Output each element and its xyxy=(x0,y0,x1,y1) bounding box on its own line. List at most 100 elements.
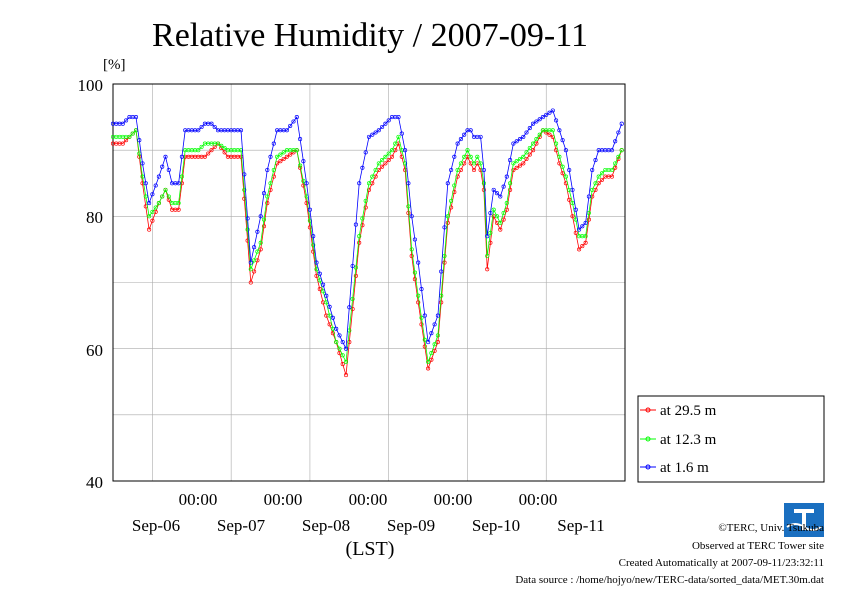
data-point-at-1-6-m xyxy=(517,137,523,142)
data-point-at-12-3-m xyxy=(508,181,513,186)
data-point-at-1-6-m xyxy=(613,139,618,144)
data-point-at-29-5-m xyxy=(435,340,440,345)
data-point-at-1-6-m xyxy=(583,220,588,225)
data-point-at-1-6-m xyxy=(412,237,417,242)
data-point-at-12-3-m xyxy=(396,134,401,139)
data-point-at-29-5-m xyxy=(416,300,421,305)
data-point-at-29-5-m xyxy=(248,280,253,285)
data-point-at-1-6-m xyxy=(524,130,529,135)
data-point-at-1-6-m xyxy=(245,216,250,221)
x-date-tick-labels: Sep-06 Sep-07 Sep-08 Sep-09 Sep-10 Sep-1… xyxy=(132,516,605,535)
data-point-at-1-6-m xyxy=(212,124,217,130)
data-point-at-12-3-m xyxy=(334,340,339,345)
data-point-at-1-6-m xyxy=(501,184,506,189)
series-line-at-29-5-m xyxy=(113,129,623,376)
data-point-at-1-6-m xyxy=(238,128,244,133)
data-point-at-12-3-m xyxy=(590,187,595,192)
data-point-at-1-6-m xyxy=(399,131,404,136)
logo-wave-shape xyxy=(786,523,822,531)
x-time-tick-1: 00:00 xyxy=(264,490,303,509)
data-point-at-29-5-m xyxy=(222,150,227,155)
data-point-at-12-3-m xyxy=(504,201,509,206)
data-point-at-12-3-m xyxy=(435,333,440,338)
data-point-at-29-5-m xyxy=(284,154,289,159)
data-point-at-12-3-m xyxy=(613,161,618,166)
data-point-at-1-6-m xyxy=(586,194,591,199)
data-point-at-12-3-m xyxy=(409,247,414,252)
data-point-at-29-5-m xyxy=(357,240,362,245)
data-point-at-29-5-m xyxy=(508,187,513,192)
data-point-at-1-6-m xyxy=(435,313,440,318)
data-point-at-29-5-m xyxy=(521,161,526,166)
data-point-at-1-6-m xyxy=(307,207,312,212)
data-point-at-29-5-m xyxy=(409,253,414,259)
data-point-at-1-6-m xyxy=(143,181,148,186)
data-point-at-1-6-m xyxy=(196,128,201,133)
data-point-at-1-6-m xyxy=(560,138,565,143)
data-point-at-1-6-m xyxy=(334,326,339,331)
x-time-tick-4: 00:00 xyxy=(519,490,558,509)
data-point-at-1-6-m xyxy=(563,148,568,153)
data-point-at-12-3-m xyxy=(248,267,253,272)
data-point-at-29-5-m xyxy=(504,207,509,212)
data-point-at-1-6-m xyxy=(150,192,155,197)
data-point-at-12-3-m xyxy=(281,150,286,155)
data-point-at-1-6-m xyxy=(547,110,552,115)
data-point-at-29-5-m xyxy=(360,223,365,228)
x-time-tick-0: 00:00 xyxy=(179,490,218,509)
data-point-at-1-6-m xyxy=(311,234,316,239)
data-point-at-29-5-m xyxy=(471,167,477,173)
data-point-at-29-5-m xyxy=(445,220,450,225)
data-point-at-1-6-m xyxy=(140,161,145,166)
data-point-at-1-6-m xyxy=(550,108,555,113)
data-point-at-12-3-m xyxy=(294,148,299,153)
data-point-at-29-5-m xyxy=(386,158,391,163)
data-point-at-29-5-m xyxy=(531,148,536,153)
data-point-at-12-3-m xyxy=(363,198,368,203)
data-point-at-1-6-m xyxy=(567,167,572,173)
data-point-at-1-6-m xyxy=(340,340,345,345)
data-point-at-12-3-m xyxy=(550,128,555,133)
data-point-at-12-3-m xyxy=(563,174,568,179)
data-point-at-12-3-m xyxy=(524,150,529,155)
y-tick-40: 40 xyxy=(86,473,103,492)
data-point-at-29-5-m xyxy=(524,156,529,162)
credit-observed: Observed at TERC Tower site xyxy=(692,540,824,552)
data-point-at-1-6-m xyxy=(360,165,365,170)
data-point-at-29-5-m xyxy=(511,167,516,173)
data-point-at-1-6-m xyxy=(540,115,545,120)
data-point-at-29-5-m xyxy=(206,151,211,156)
data-point-at-12-3-m xyxy=(511,161,516,166)
data-point-at-12-3-m xyxy=(383,154,388,159)
data-point-at-29-5-m xyxy=(432,348,437,353)
data-point-at-12-3-m xyxy=(465,148,470,153)
data-point-at-12-3-m xyxy=(340,353,345,358)
data-point-at-1-6-m xyxy=(494,191,500,196)
data-point-at-29-5-m xyxy=(560,171,565,176)
data-point-at-29-5-m xyxy=(278,159,283,164)
credit-created: Created Automatically at 2007-09-11/23:3… xyxy=(619,557,824,569)
series-at-1-6-m xyxy=(110,108,624,351)
data-point-at-29-5-m xyxy=(514,165,519,170)
data-point-at-12-3-m xyxy=(481,181,486,186)
data-point-at-12-3-m xyxy=(494,214,500,219)
data-point-at-12-3-m xyxy=(150,209,155,214)
credit-data-source: Data source : /home/hojyo/new/TERC-data/… xyxy=(515,574,824,586)
data-point-at-1-6-m xyxy=(337,333,342,338)
data-point-at-12-3-m xyxy=(130,131,135,136)
data-point-at-1-6-m xyxy=(347,305,352,310)
x-date-tick-2: Sep-08 xyxy=(302,516,350,535)
data-point-at-1-6-m xyxy=(429,331,434,336)
data-point-at-1-6-m xyxy=(380,124,385,130)
data-point-at-29-5-m xyxy=(317,287,322,292)
data-point-at-1-6-m xyxy=(409,214,414,219)
data-point-at-1-6-m xyxy=(426,340,431,345)
series-line-at-12-3-m xyxy=(113,129,623,364)
y-axis-unit: [%] xyxy=(103,57,126,73)
data-point-at-12-3-m xyxy=(278,152,283,157)
data-point-at-1-6-m xyxy=(343,346,349,351)
terc-logo xyxy=(784,503,824,537)
data-point-at-12-3-m xyxy=(143,194,148,199)
data-point-at-12-3-m xyxy=(488,230,493,235)
legend-marker-12-3 xyxy=(645,436,651,442)
